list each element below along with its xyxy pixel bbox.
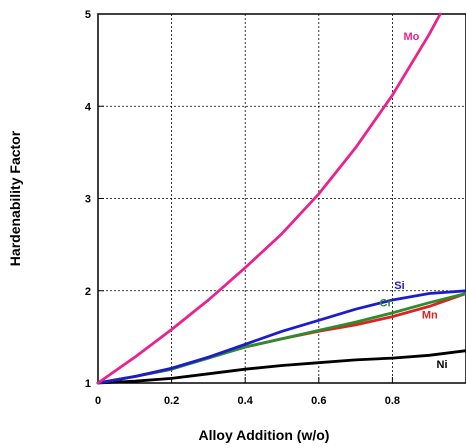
series-label-mn: Mn <box>422 309 438 321</box>
y-tick-label: 5 <box>85 9 91 21</box>
y-tick-label: 2 <box>85 286 91 298</box>
series-lines <box>96 12 466 385</box>
axis-ticks: 0 0.2 0.4 0.6 0.8 1 2 3 4 5 <box>85 9 400 407</box>
series-label-si: Si <box>394 280 404 292</box>
series-line-si <box>96 289 466 385</box>
series-line-ni <box>96 349 466 385</box>
series-label-cr: Cr <box>380 297 393 309</box>
y-tick-label: 3 <box>85 194 91 206</box>
y-tick-label: 1 <box>85 378 91 390</box>
x-tick-label: 0.2 <box>164 395 179 407</box>
series-line-mo <box>96 12 442 385</box>
x-axis-title: Alloy Addition (w/o) <box>199 427 330 443</box>
x-tick-label: 0.6 <box>311 395 326 407</box>
series-label-ni: Ni <box>437 359 448 371</box>
grid-lines <box>98 14 466 383</box>
y-axis-title: Hardenability Factor <box>7 130 23 266</box>
x-tick-label: 0.8 <box>385 395 400 407</box>
x-tick-label: 0.4 <box>238 395 254 407</box>
series-line-cr <box>96 292 466 385</box>
series-label-mo: Mo <box>403 31 419 43</box>
x-tick-label: 0 <box>95 395 101 407</box>
y-tick-label: 4 <box>85 101 92 113</box>
